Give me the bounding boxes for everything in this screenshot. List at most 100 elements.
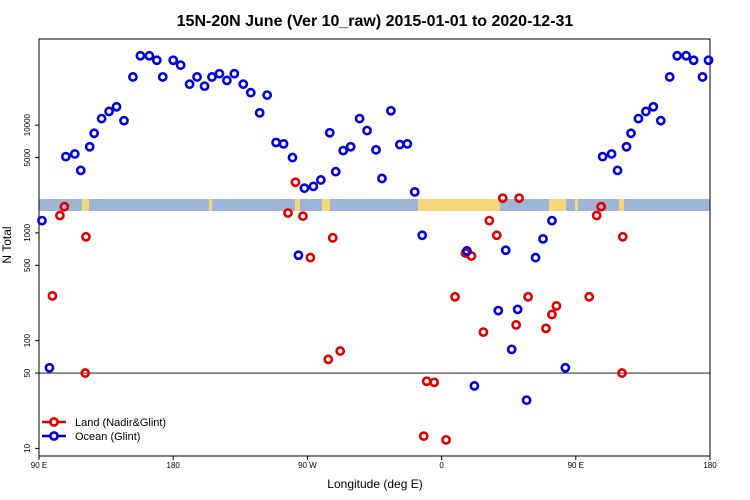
legend-label: Land (Nadir&Glint) [75, 417, 166, 429]
plot-frame [38, 38, 711, 457]
ocean-point [96, 113, 107, 124]
ocean-point [262, 90, 273, 100]
ocean-point [214, 68, 225, 79]
ocean-point [199, 81, 210, 92]
y-tick-label: 1000 [23, 223, 32, 241]
y-tick-label: 5000 [23, 148, 32, 166]
ocean-point [157, 72, 168, 82]
land-point [298, 211, 308, 222]
ocean-point [672, 50, 683, 61]
y-tick-label: 10 [23, 443, 32, 452]
ocean-point [703, 55, 714, 66]
ocean-point [664, 72, 675, 82]
x-tick-label: 90 W [298, 461, 317, 470]
land-point [47, 291, 58, 301]
ocean-point [506, 344, 517, 355]
land-point [541, 323, 551, 334]
x-tick-label: 180 [703, 461, 717, 470]
land-point [335, 346, 346, 356]
legend-label: Ocean (Glint) [75, 431, 140, 443]
land-point [421, 376, 432, 387]
ocean-point [409, 187, 420, 197]
y-tick-label: 10000 [23, 113, 32, 136]
ocean-point [111, 101, 122, 112]
ocean-point [84, 141, 95, 152]
land-point [596, 201, 607, 212]
ocean-point [184, 79, 195, 90]
land-point [547, 309, 557, 320]
ocean-point [621, 141, 632, 152]
ocean-point [221, 75, 232, 86]
land-point [484, 215, 495, 226]
ocean-point [168, 55, 179, 66]
ocean-point [386, 105, 396, 116]
ocean-point [75, 165, 86, 176]
map-strip-land [418, 199, 500, 211]
land-point [418, 431, 429, 442]
y-axis-label: N Total [0, 226, 14, 263]
x-tick-label: 90 E [31, 461, 47, 470]
ocean-point [315, 175, 326, 185]
ocean-point [271, 137, 281, 148]
ocean-point [530, 252, 541, 263]
ocean-point [648, 101, 659, 112]
ocean-point [151, 55, 162, 66]
ocean-point [402, 138, 413, 149]
ocean-point [44, 362, 55, 373]
land-point [491, 230, 502, 241]
ocean-point [89, 128, 100, 139]
ocean-point [697, 72, 708, 82]
ocean-point [192, 72, 202, 82]
ocean-point [493, 305, 504, 316]
x-tick-label: 0 [439, 461, 444, 470]
land-point [305, 252, 316, 263]
land-point [584, 291, 595, 302]
map-strip-land [322, 199, 330, 211]
ocean-point [128, 72, 138, 82]
land-point [441, 434, 451, 445]
land-point [617, 368, 627, 378]
x-tick-label: 180 [167, 461, 181, 470]
x-axis: 90 E 180 90 W 0 90 E 180 [31, 456, 717, 470]
land-point [617, 231, 628, 242]
map-strip-land [209, 199, 212, 211]
ocean-point [521, 395, 532, 406]
data-points [37, 50, 714, 445]
ocean-point [362, 125, 372, 136]
ocean-point [278, 138, 289, 149]
ocean-point [287, 152, 298, 163]
ocean-point [462, 246, 472, 256]
land-point [497, 193, 508, 204]
ocean-point [254, 107, 265, 118]
ocean-point [655, 115, 666, 126]
ocean-point [60, 151, 71, 162]
ocean-point [688, 55, 699, 66]
legend-swatch-marker [49, 431, 59, 441]
map-strip-land [82, 199, 89, 211]
ocean-point [417, 230, 428, 241]
ocean-point [612, 165, 623, 176]
ocean-point [345, 141, 356, 152]
ocean-point [469, 381, 480, 391]
land-point [511, 319, 522, 330]
ocean-point [377, 173, 387, 184]
y-axis: 10 50 100 500 1000 5000 10000 [23, 113, 39, 453]
ocean-point [633, 113, 644, 124]
land-point [80, 368, 91, 378]
ocean-point [175, 60, 186, 71]
ocean-point [606, 149, 617, 159]
ocean-point [324, 127, 335, 138]
land-point [551, 301, 562, 311]
land-point [429, 377, 440, 388]
chart-title: 15N-20N June (Ver 10_raw) 2015-01-01 to … [177, 13, 574, 30]
legend: Land (Nadir&Glint) Ocean (Glint) [42, 417, 166, 443]
ocean-point [119, 115, 129, 126]
ocean-point [500, 245, 511, 256]
ocean-point [238, 79, 249, 90]
map-strip [39, 199, 710, 211]
y-tick-label: 100 [23, 333, 32, 347]
ocean-point [597, 151, 608, 162]
land-point [81, 231, 91, 242]
land-point [54, 210, 65, 221]
